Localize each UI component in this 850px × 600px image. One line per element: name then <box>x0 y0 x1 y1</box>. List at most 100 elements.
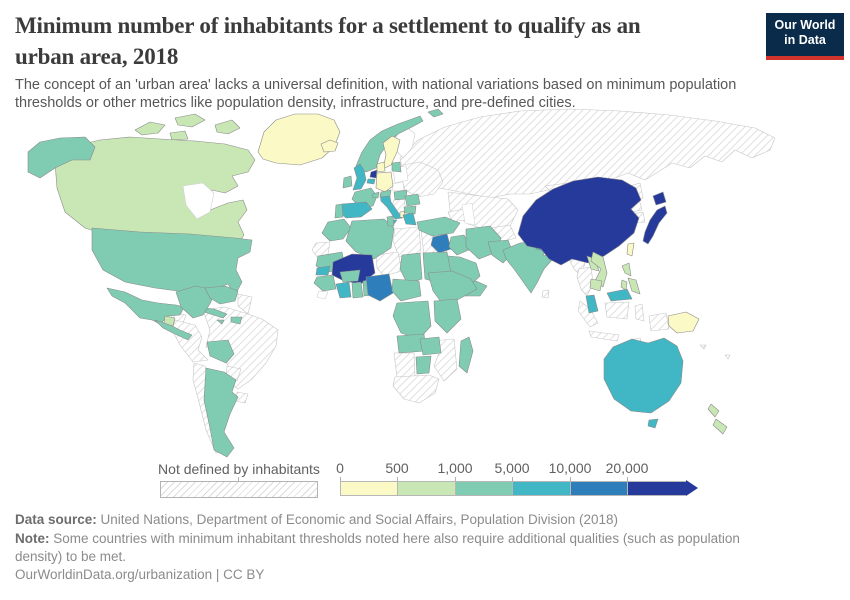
country-sierra-leone[interactable] <box>316 290 329 300</box>
country-germany[interactable] <box>375 171 394 193</box>
country-japan[interactable] <box>642 191 668 245</box>
legend-color-segment-4[interactable] <box>512 481 571 496</box>
country-spain[interactable] <box>338 201 373 219</box>
country-denmark[interactable] <box>376 161 386 173</box>
country-madagascar[interactable] <box>458 336 474 374</box>
legend-arrow <box>686 480 698 496</box>
country-bulgaria[interactable] <box>403 205 417 215</box>
country-dr-congo[interactable] <box>392 300 432 340</box>
note-line: Note: Some countries with minimum inhabi… <box>15 530 785 565</box>
country-sri-lanka[interactable] <box>541 289 550 299</box>
country-burkina-faso[interactable] <box>339 269 361 283</box>
country-pacific-islands[interactable] <box>699 344 731 360</box>
country-turkey[interactable] <box>416 216 461 237</box>
legend-tick-mark <box>397 477 398 481</box>
legend-tick-label-10000: 10,000 <box>548 460 592 476</box>
country-iraq[interactable] <box>448 234 472 256</box>
country-papua-new-guinea[interactable] <box>667 311 700 334</box>
country-senegal[interactable] <box>315 265 331 276</box>
country-netherlands[interactable] <box>369 169 378 179</box>
attribution-link[interactable]: OurWorldinData.org/urbanization | CC BY <box>15 567 265 582</box>
country-hungary-slovakia[interactable] <box>393 189 408 201</box>
country-united-states[interactable] <box>91 227 253 296</box>
legend-color-segment-2[interactable] <box>397 481 456 496</box>
country-morocco[interactable] <box>321 218 352 242</box>
legend-color-segment-5[interactable] <box>570 481 628 496</box>
country-cameroon-car[interactable] <box>391 278 422 302</box>
country-zambia[interactable] <box>419 336 442 356</box>
country-colombia[interactable] <box>175 285 215 319</box>
country-portugal[interactable] <box>334 203 344 219</box>
country-botswana[interactable] <box>415 355 432 375</box>
country-chad[interactable] <box>399 252 423 284</box>
country-hispaniola[interactable] <box>230 316 243 325</box>
data-source-text: United Nations, Department of Economic a… <box>96 512 619 527</box>
country-indonesia[interactable] <box>577 300 670 346</box>
country-guinea-region[interactable] <box>313 274 337 292</box>
country-switzerland[interactable] <box>371 191 380 199</box>
country-sweden[interactable] <box>382 135 401 170</box>
legend-tick-mark <box>627 477 628 481</box>
country-united-kingdom[interactable] <box>352 163 367 191</box>
country-new-zealand[interactable] <box>707 403 728 435</box>
country-bolivia[interactable] <box>206 339 235 364</box>
country-iceland[interactable] <box>320 139 339 153</box>
legend-color-segment-6[interactable] <box>627 481 686 496</box>
logo-line1: Our World <box>774 18 836 32</box>
legend-color-segment-3[interactable] <box>455 481 513 496</box>
title-line2: urban area, 2018 <box>15 44 179 69</box>
country-venezuela[interactable] <box>204 285 239 305</box>
country-tunisia[interactable] <box>386 215 395 227</box>
country-mexico[interactable] <box>106 287 185 325</box>
country-namibia[interactable] <box>393 352 416 378</box>
legend-tick-mark <box>512 477 513 481</box>
country-australia[interactable] <box>603 337 684 429</box>
country-peru[interactable] <box>171 319 209 363</box>
country-east-africa[interactable] <box>433 298 462 334</box>
country-china[interactable] <box>517 176 642 266</box>
country-canada-arctic-islands[interactable] <box>134 113 241 141</box>
country-syria-jordan[interactable] <box>430 233 452 254</box>
owid-logo[interactable]: Our World in Data <box>766 13 844 60</box>
country-south-africa[interactable] <box>392 374 440 404</box>
data-source-line: Data source: United Nations, Department … <box>15 511 835 529</box>
country-nicaragua[interactable] <box>163 315 176 327</box>
country-alaska[interactable] <box>27 136 96 179</box>
country-baltics[interactable] <box>391 161 402 173</box>
legend-tick-label-0: 0 <box>336 460 344 476</box>
country-greenland[interactable] <box>257 113 341 166</box>
country-ghana[interactable] <box>351 281 364 299</box>
country-romania[interactable] <box>404 193 421 207</box>
country-guyanas[interactable] <box>237 293 253 315</box>
country-horn-of-africa[interactable] <box>427 270 478 307</box>
country-greece[interactable] <box>402 212 417 226</box>
country-nigeria[interactable] <box>365 273 394 302</box>
country-niger[interactable] <box>375 251 403 277</box>
country-cote-divoire[interactable] <box>335 281 352 299</box>
country-svalbard[interactable] <box>427 108 444 118</box>
legend-tick-mark <box>340 477 341 481</box>
country-malaysia-peninsula[interactable] <box>585 294 599 314</box>
legend-no-data-swatch[interactable] <box>160 481 318 498</box>
logo-line2: in Data <box>784 33 826 47</box>
hudson-bay <box>182 182 215 220</box>
country-belgium[interactable] <box>366 178 376 185</box>
country-ireland[interactable] <box>342 175 353 189</box>
country-austria[interactable] <box>379 189 392 198</box>
country-argentina[interactable] <box>203 367 239 458</box>
country-czechia[interactable] <box>391 181 405 192</box>
country-malaysia-borneo[interactable] <box>606 288 633 302</box>
chart-subtitle: The concept of an 'urban area' lacks a u… <box>15 77 737 111</box>
country-taiwan[interactable] <box>626 242 635 257</box>
country-jamaica[interactable] <box>216 319 225 325</box>
legend-color-segment-1[interactable] <box>340 481 398 496</box>
country-philippines[interactable] <box>620 262 641 295</box>
legend-tick-label-5000: 5,000 <box>494 460 530 476</box>
legend-tick-label-20000: 20,000 <box>605 460 649 476</box>
country-cambodia[interactable] <box>589 278 603 292</box>
country-algeria[interactable] <box>345 218 395 260</box>
title-line1: Minimum number of inhabitants for a sett… <box>15 13 641 38</box>
data-source-label: Data source: <box>15 512 97 527</box>
